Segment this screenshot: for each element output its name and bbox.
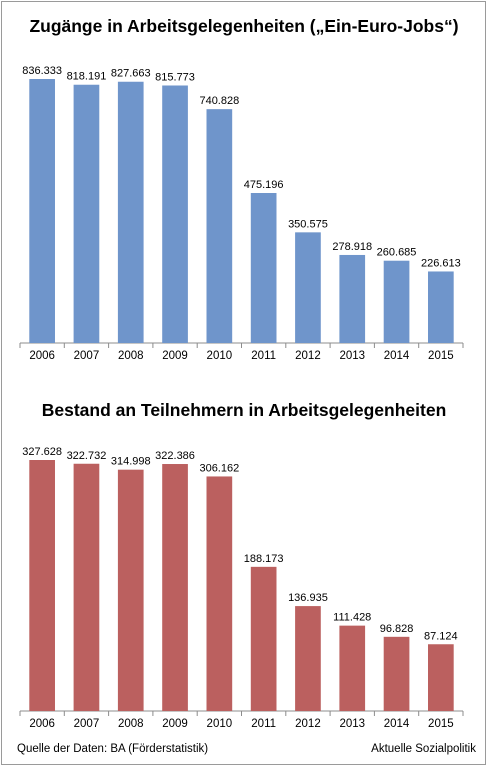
value-label-zugaenge-2010: 740.828 bbox=[199, 95, 239, 107]
value-label-zugaenge-2013: 278.918 bbox=[332, 241, 372, 253]
bar-bestand-2007 bbox=[73, 463, 100, 711]
x-tick-label-bestand-2014: 2014 bbox=[384, 718, 410, 730]
value-label-bestand-2012: 136.935 bbox=[288, 592, 328, 604]
x-tick-label-bestand-2006: 2006 bbox=[29, 718, 55, 730]
bar-zugaenge-2013 bbox=[339, 254, 366, 343]
value-label-bestand-2007: 322.732 bbox=[67, 450, 107, 462]
x-tick-label-zugaenge-2007: 2007 bbox=[74, 350, 100, 362]
x-tick-label-zugaenge-2009: 2009 bbox=[162, 350, 188, 362]
bar-bestand-2015 bbox=[428, 644, 454, 711]
bar-bestand-2012 bbox=[295, 606, 321, 711]
x-tick-label-bestand-2015: 2015 bbox=[428, 718, 454, 730]
bar-zugaenge-2012 bbox=[295, 232, 321, 343]
bar-bestand-2006 bbox=[29, 460, 55, 711]
value-label-zugaenge-2009: 815.773 bbox=[155, 71, 195, 83]
bar-zugaenge-2007 bbox=[73, 84, 100, 343]
bar-zugaenge-2008 bbox=[117, 81, 144, 344]
value-label-bestand-2013: 111.428 bbox=[333, 612, 371, 624]
x-tick-label-zugaenge-2012: 2012 bbox=[295, 350, 321, 362]
bar-zugaenge-2010 bbox=[206, 109, 233, 344]
x-tick-label-bestand-2007: 2007 bbox=[74, 718, 100, 730]
x-tick-label-zugaenge-2010: 2010 bbox=[207, 350, 233, 362]
x-tick-label-zugaenge-2015: 2015 bbox=[428, 350, 454, 362]
bar-bestand-2009 bbox=[162, 464, 188, 711]
x-tick-label-bestand-2013: 2013 bbox=[339, 718, 365, 730]
source-note: Quelle der Daten: BA (Förderstatistik) bbox=[17, 743, 208, 755]
value-label-zugaenge-2006: 836.333 bbox=[22, 65, 62, 77]
x-tick-label-bestand-2012: 2012 bbox=[295, 718, 321, 730]
value-label-bestand-2011: 188.173 bbox=[244, 553, 284, 565]
bar-chart-bestand: 327.628 2006 322.732 2007 314.998 2008 322.386… bbox=[19, 446, 464, 730]
value-label-bestand-2015: 87.124 bbox=[424, 630, 458, 642]
bar-bestand-2013 bbox=[339, 625, 366, 711]
bar-bestand-2010 bbox=[206, 476, 233, 711]
bar-bestand-2011 bbox=[250, 566, 277, 711]
x-tick-label-zugaenge-2006: 2006 bbox=[29, 350, 55, 362]
value-label-zugaenge-2015: 226.613 bbox=[421, 257, 461, 269]
x-tick-label-zugaenge-2011: 2011 bbox=[251, 350, 276, 362]
bar-bestand-2008 bbox=[117, 469, 144, 711]
value-label-zugaenge-2014: 260.685 bbox=[377, 247, 417, 259]
bar-zugaenge-2009 bbox=[162, 85, 188, 344]
bar-zugaenge-2011 bbox=[250, 193, 277, 343]
value-label-bestand-2006: 327.628 bbox=[22, 446, 62, 458]
chart-title-zugaenge: Zugänge in Arbeitsgelegenheiten („Ein-Eu… bbox=[29, 16, 458, 36]
x-tick-label-zugaenge-2013: 2013 bbox=[339, 350, 365, 362]
bar-chart-zugaenge: 836.333 2006 818.191 2007 827.663 2008 815.773… bbox=[19, 65, 464, 362]
bar-zugaenge-2015 bbox=[428, 271, 454, 343]
value-label-bestand-2014: 96.828 bbox=[380, 623, 414, 635]
x-tick-label-bestand-2010: 2010 bbox=[207, 718, 233, 730]
bar-zugaenge-2006 bbox=[29, 79, 55, 343]
value-label-bestand-2008: 314.998 bbox=[111, 456, 151, 468]
bar-bestand-2014 bbox=[383, 636, 410, 711]
x-tick-label-zugaenge-2008: 2008 bbox=[118, 350, 144, 362]
x-tick-label-zugaenge-2014: 2014 bbox=[384, 350, 410, 362]
chart-title-bestand: Bestand an Teilnehmern in Arbeitsgelegen… bbox=[42, 400, 447, 420]
value-label-zugaenge-2011: 475.196 bbox=[244, 179, 284, 191]
value-label-bestand-2009: 322.386 bbox=[155, 450, 195, 462]
value-label-zugaenge-2007: 818.191 bbox=[67, 71, 107, 83]
value-label-zugaenge-2008: 827.663 bbox=[111, 68, 151, 80]
publisher-note: Aktuelle Sozialpolitik bbox=[371, 743, 476, 755]
x-tick-label-bestand-2009: 2009 bbox=[162, 718, 188, 730]
x-tick-label-bestand-2011: 2011 bbox=[251, 718, 276, 730]
value-label-zugaenge-2012: 350.575 bbox=[288, 218, 328, 230]
value-label-bestand-2010: 306.162 bbox=[199, 462, 239, 474]
bar-zugaenge-2014 bbox=[383, 260, 410, 343]
x-tick-label-bestand-2008: 2008 bbox=[118, 718, 144, 730]
